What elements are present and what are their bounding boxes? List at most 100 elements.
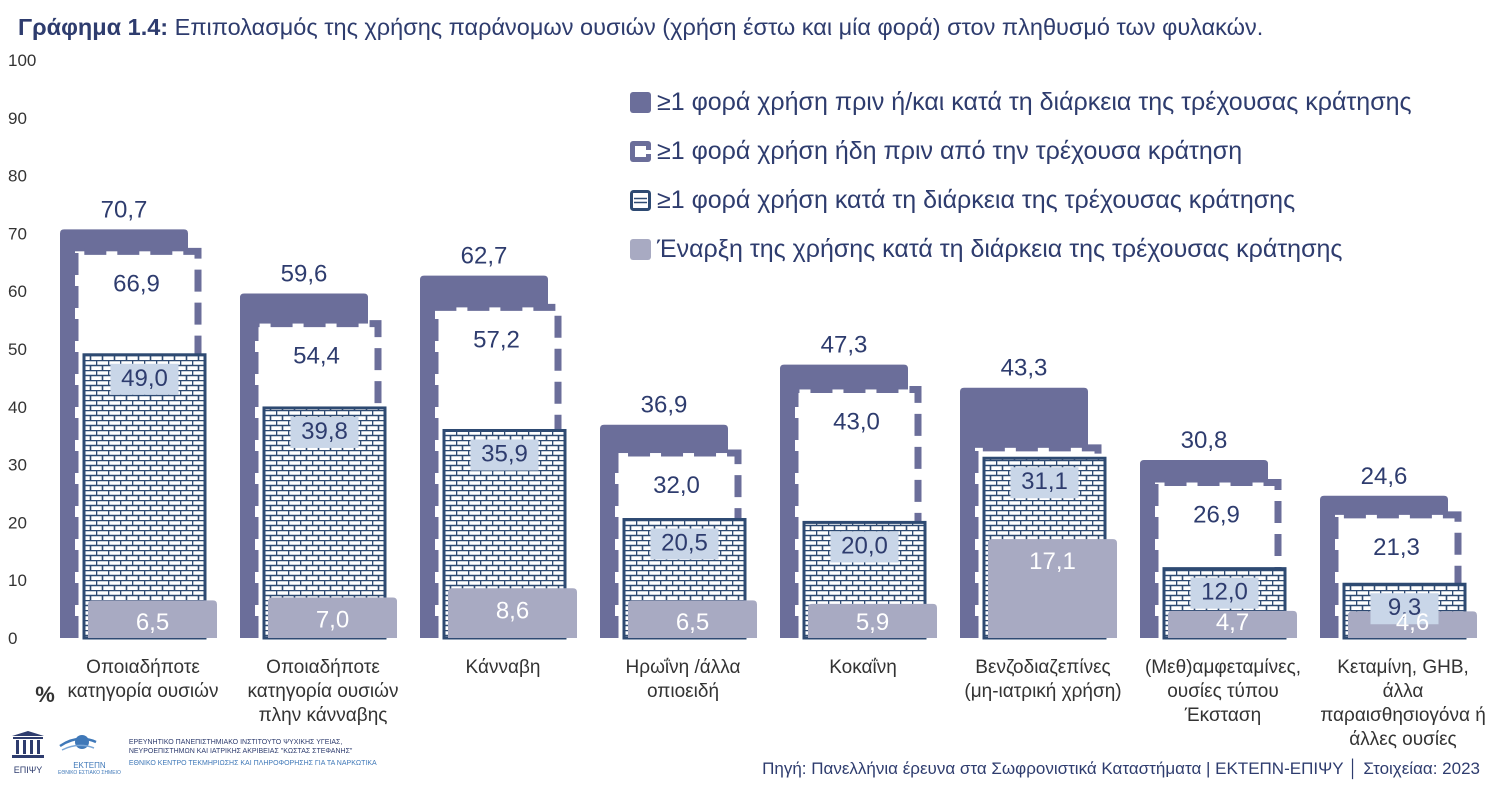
data-label-box bbox=[110, 363, 179, 395]
legend-label: ≥1 φορά χρήση ήδη πριν από την τρέχουσα … bbox=[657, 137, 1243, 165]
organization-text: ΕΡΕΥΝΗΤΙΚΟ ΠΑΝΕΠΙΣΤΗΜΙΑΚΟ ΙΝΣΤΙΤΟΥΤΟ ΨΥΧ… bbox=[129, 738, 377, 768]
bar-during bbox=[82, 353, 207, 640]
data-label-during: 49,0 bbox=[121, 365, 168, 392]
legend-label: Έναρξη της χρήσης κατά τη διάρκεια της τ… bbox=[657, 235, 1343, 263]
bar-initiation bbox=[628, 600, 757, 638]
y-tick-label: 90 bbox=[8, 109, 27, 128]
ektepn-logo: ΕΚΤΕΠΝ ΕΘΝΙΚΟ ΕΣΤΙΑΚΟ ΣΗΜΕΙΟ bbox=[58, 730, 121, 776]
bar-before-outline bbox=[1151, 479, 1282, 638]
legend-swatch-solid bbox=[630, 92, 651, 113]
bar-before-outline bbox=[791, 385, 922, 638]
category-label: κατηγορία ουσιών bbox=[68, 681, 219, 702]
data-label-box bbox=[1010, 467, 1079, 499]
y-tick-label: 70 bbox=[8, 224, 27, 243]
org-line-3: ΕΘΝΙΚΟ ΚΕΝΤΡΟ ΤΕΚΜΗΡΙΩΣΗΣ ΚΑΙ ΠΛΗΡΟΦΟΡΗΣ… bbox=[128, 760, 377, 767]
y-tick-label: 80 bbox=[8, 167, 27, 186]
category-label: Κεταμίνη, GHB, bbox=[1337, 657, 1469, 678]
y-tick-label: 40 bbox=[8, 398, 27, 417]
logo2-caption: ΕΚΤΕΠΝ bbox=[73, 761, 106, 770]
category-label: Κοκαΐνη bbox=[829, 657, 897, 678]
columns-icon bbox=[12, 731, 44, 758]
y-tick-label: 100 bbox=[8, 51, 36, 70]
legend-swatch-brick bbox=[630, 190, 651, 211]
category-label: Οποιαδήποτε bbox=[86, 657, 200, 678]
data-label-during: 9,3 bbox=[1388, 594, 1421, 621]
data-label-during: 39,8 bbox=[301, 418, 348, 445]
data-label-box bbox=[470, 439, 539, 471]
category-label: Έκσταση bbox=[1184, 705, 1261, 726]
data-label-box bbox=[650, 528, 719, 560]
category-label: (μη-ιατρική χρήση) bbox=[964, 681, 1121, 702]
y-tick-label: 30 bbox=[8, 456, 27, 475]
bars bbox=[60, 229, 1477, 640]
data-label-before-or-during: 36,9 bbox=[641, 392, 688, 419]
category-label: Κάνναβη bbox=[466, 657, 541, 678]
data-label-before: 43,0 bbox=[833, 408, 880, 435]
y-axis: 0 10 20 30 40 50 60 70 80 90 100% bbox=[8, 51, 55, 707]
data-label-during: 20,0 bbox=[841, 532, 888, 559]
logos: ΕΠΙΨΥ ΕΚΤΕΠΝ ΕΘΝΙΚΟ ΕΣΤΙΑΚΟ ΣΗΜΕΙΟ ΕΡΕΥΝ… bbox=[8, 730, 377, 776]
category-label: πλην κάνναβης bbox=[259, 705, 388, 726]
globe-icon bbox=[59, 735, 97, 751]
data-label-before-or-during: 70,7 bbox=[101, 196, 148, 223]
data-label-before: 21,3 bbox=[1373, 534, 1420, 561]
bar-before-outline bbox=[431, 303, 562, 638]
legend-item-initiation: Έναρξη της χρήσης κατά τη διάρκεια της τ… bbox=[630, 225, 1412, 274]
data-label-before: 66,9 bbox=[113, 270, 160, 297]
data-label-initiation: 5,9 bbox=[856, 609, 889, 636]
category-label: άλλα bbox=[1383, 681, 1424, 702]
category-label: (Μεθ)αμφεταμίνες, bbox=[1145, 657, 1301, 678]
category-label: Βενζοδιαζεπίνες bbox=[975, 657, 1110, 678]
data-label-initiation: 17,1 bbox=[1029, 548, 1076, 575]
legend: ≥1 φορά χρήση πριν ή/και κατά τη διάρκει… bbox=[630, 78, 1412, 274]
data-label-before-or-during: 59,6 bbox=[281, 261, 328, 288]
logo2-subcaption: ΕΘΝΙΚΟ ΕΣΤΙΑΚΟ ΣΗΜΕΙΟ bbox=[58, 770, 121, 776]
category-label: άλλες ουσίες bbox=[1349, 729, 1456, 750]
data-label-during: 20,5 bbox=[661, 530, 708, 557]
y-tick-label: 10 bbox=[8, 571, 27, 590]
category-label: οπιοειδή bbox=[647, 681, 719, 702]
data-label-before-or-during: 62,7 bbox=[461, 243, 508, 270]
chart-title: Γράφημα 1.4: Επιπολασμός της χρήσης παρά… bbox=[18, 14, 1263, 41]
epipsy-logo: ΕΠΙΨΥ bbox=[8, 730, 48, 775]
legend-label: ≥1 φορά χρήση πριν ή/και κατά τη διάρκει… bbox=[657, 88, 1412, 116]
data-label-during: 31,1 bbox=[1021, 468, 1068, 495]
category-label: Οποιαδήποτε bbox=[266, 657, 380, 678]
data-label-during: 35,9 bbox=[481, 440, 528, 467]
data-label-before-or-during: 43,3 bbox=[1001, 355, 1048, 382]
category-label: ουσίες τύπου bbox=[1167, 681, 1279, 702]
y-tick-label: 20 bbox=[8, 513, 27, 532]
y-tick-label: 60 bbox=[8, 282, 27, 301]
chart-title-number: Γράφημα 1.4: bbox=[18, 14, 169, 40]
bar-initiation bbox=[88, 600, 217, 638]
y-tick-label: 0 bbox=[8, 629, 17, 648]
category-label: κατηγορία ουσιών bbox=[248, 681, 399, 702]
data-label-initiation: 6,5 bbox=[676, 609, 709, 636]
data-label-box bbox=[1190, 577, 1259, 609]
data-label-box bbox=[830, 531, 899, 563]
category-label: Ηρωΐνη /άλλα bbox=[626, 657, 741, 678]
category-label: παραισθησιογόνα ή bbox=[1320, 705, 1486, 726]
x-axis-labels: Οποιαδήποτε κατηγορία ουσιών Οποιαδήποτε κα… bbox=[68, 657, 1486, 750]
data-label-before-or-during: 30,8 bbox=[1181, 427, 1228, 454]
chart-title-text: Επιπολασμός της χρήσης παράνομων ουσιών … bbox=[168, 14, 1264, 40]
org-line-1: ΕΡΕΥΝΗΤΙΚΟ ΠΑΝΕΠΙΣΤΗΜΙΑΚΟ ΙΝΣΤΙΤΟΥΤΟ ΨΥΧ… bbox=[128, 739, 343, 746]
data-label-initiation: 8,6 bbox=[496, 597, 529, 624]
source-note: Πηγή: Πανελλήνια έρευνα στα Σωφρονιστικά… bbox=[762, 759, 1480, 778]
data-label-before: 54,4 bbox=[293, 343, 340, 370]
data-label-box bbox=[1370, 593, 1439, 625]
bar-initiation bbox=[268, 597, 397, 638]
data-labels: 70,7 66,9 49,0 6,5 59,6 54,4 39,8 7,0 62,7 57,2 35… bbox=[101, 196, 1439, 636]
y-tick-label: 50 bbox=[8, 340, 27, 359]
bar-initiation bbox=[1168, 610, 1297, 638]
legend-label: ≥1 φορά χρήση κατά τη διάρκεια της τρέχο… bbox=[657, 186, 1296, 214]
data-label-before-or-during: 24,6 bbox=[1361, 463, 1408, 490]
bar-initiation bbox=[448, 588, 577, 638]
bar-initiation bbox=[988, 539, 1117, 638]
legend-item-before-or-during: ≥1 φορά χρήση πριν ή/και κατά τη διάρκει… bbox=[630, 78, 1412, 127]
bar-initiation bbox=[808, 603, 937, 638]
data-label-box bbox=[290, 416, 359, 448]
legend-swatch-dashed bbox=[630, 141, 651, 162]
data-label-initiation: 4,6 bbox=[1396, 609, 1429, 636]
